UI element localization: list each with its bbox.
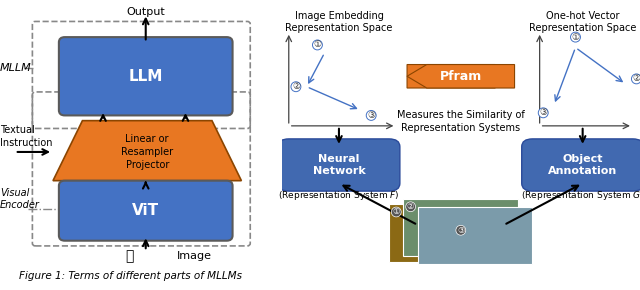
Text: LLM: LLM: [129, 69, 163, 84]
FancyBboxPatch shape: [403, 199, 518, 256]
Text: ③: ③: [539, 108, 547, 117]
Text: Pfram: Pfram: [440, 70, 482, 83]
Polygon shape: [53, 121, 241, 181]
Text: ①: ①: [314, 40, 321, 50]
Text: Image Embedding
Representation Space: Image Embedding Representation Space: [285, 11, 392, 33]
Text: (Representation System $\mathbf{\mathit{G}}$): (Representation System $\mathbf{\mathit{…: [521, 188, 640, 202]
Text: Neural
Network: Neural Network: [312, 154, 365, 176]
Text: ①: ①: [392, 207, 400, 217]
Text: Textual
Instruction: Textual Instruction: [0, 125, 52, 148]
Text: Object
Annotation: Object Annotation: [548, 154, 618, 176]
FancyBboxPatch shape: [59, 181, 232, 241]
FancyBboxPatch shape: [522, 139, 640, 191]
Text: ②: ②: [632, 74, 640, 84]
Text: Visual
Encoder: Visual Encoder: [0, 188, 40, 210]
Text: Measures the Similarity of
Representation Systems: Measures the Similarity of Representatio…: [397, 110, 525, 133]
Text: ②: ②: [292, 82, 300, 91]
FancyArrow shape: [407, 65, 515, 88]
Text: (Representation System $\mathbf{\mathit{F}}$): (Representation System $\mathbf{\mathit{…: [278, 188, 400, 202]
Text: 📷: 📷: [125, 249, 134, 263]
Text: ③: ③: [367, 111, 375, 120]
Text: ③: ③: [457, 226, 465, 235]
FancyArrow shape: [407, 65, 515, 88]
FancyBboxPatch shape: [278, 139, 400, 191]
FancyBboxPatch shape: [418, 207, 532, 264]
Text: ②: ②: [407, 202, 414, 211]
Text: ①: ①: [572, 32, 580, 42]
Text: Image: Image: [177, 251, 212, 261]
Text: MLLM: MLLM: [0, 64, 32, 73]
Text: Linear or
Resampler
Projector: Linear or Resampler Projector: [121, 134, 173, 170]
Text: ViT: ViT: [132, 203, 159, 218]
FancyBboxPatch shape: [389, 204, 504, 262]
FancyBboxPatch shape: [59, 37, 232, 115]
Text: Figure 1: Terms of different parts of MLLMs: Figure 1: Terms of different parts of ML…: [19, 271, 242, 281]
Text: Output: Output: [126, 7, 165, 17]
Text: One-hot Vector
Representation Space: One-hot Vector Representation Space: [529, 11, 636, 33]
